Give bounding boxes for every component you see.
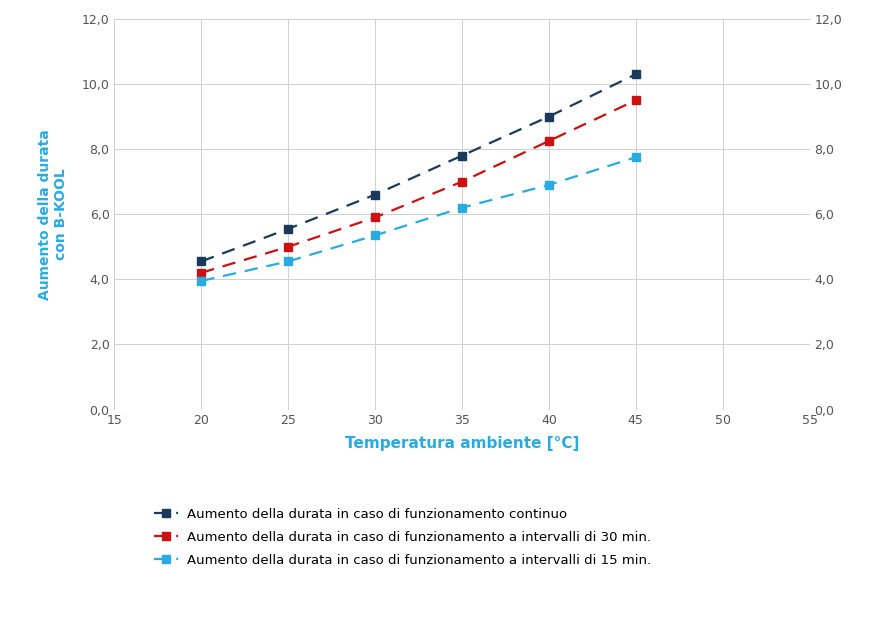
Legend: Aumento della durata in caso di funzionamento continuo, Aumento della durata in : Aumento della durata in caso di funziona… [149, 502, 656, 573]
Y-axis label: Aumento della durata
con B-KOOL: Aumento della durata con B-KOOL [38, 129, 68, 300]
X-axis label: Temperatura ambiente [°C]: Temperatura ambiente [°C] [345, 436, 579, 450]
